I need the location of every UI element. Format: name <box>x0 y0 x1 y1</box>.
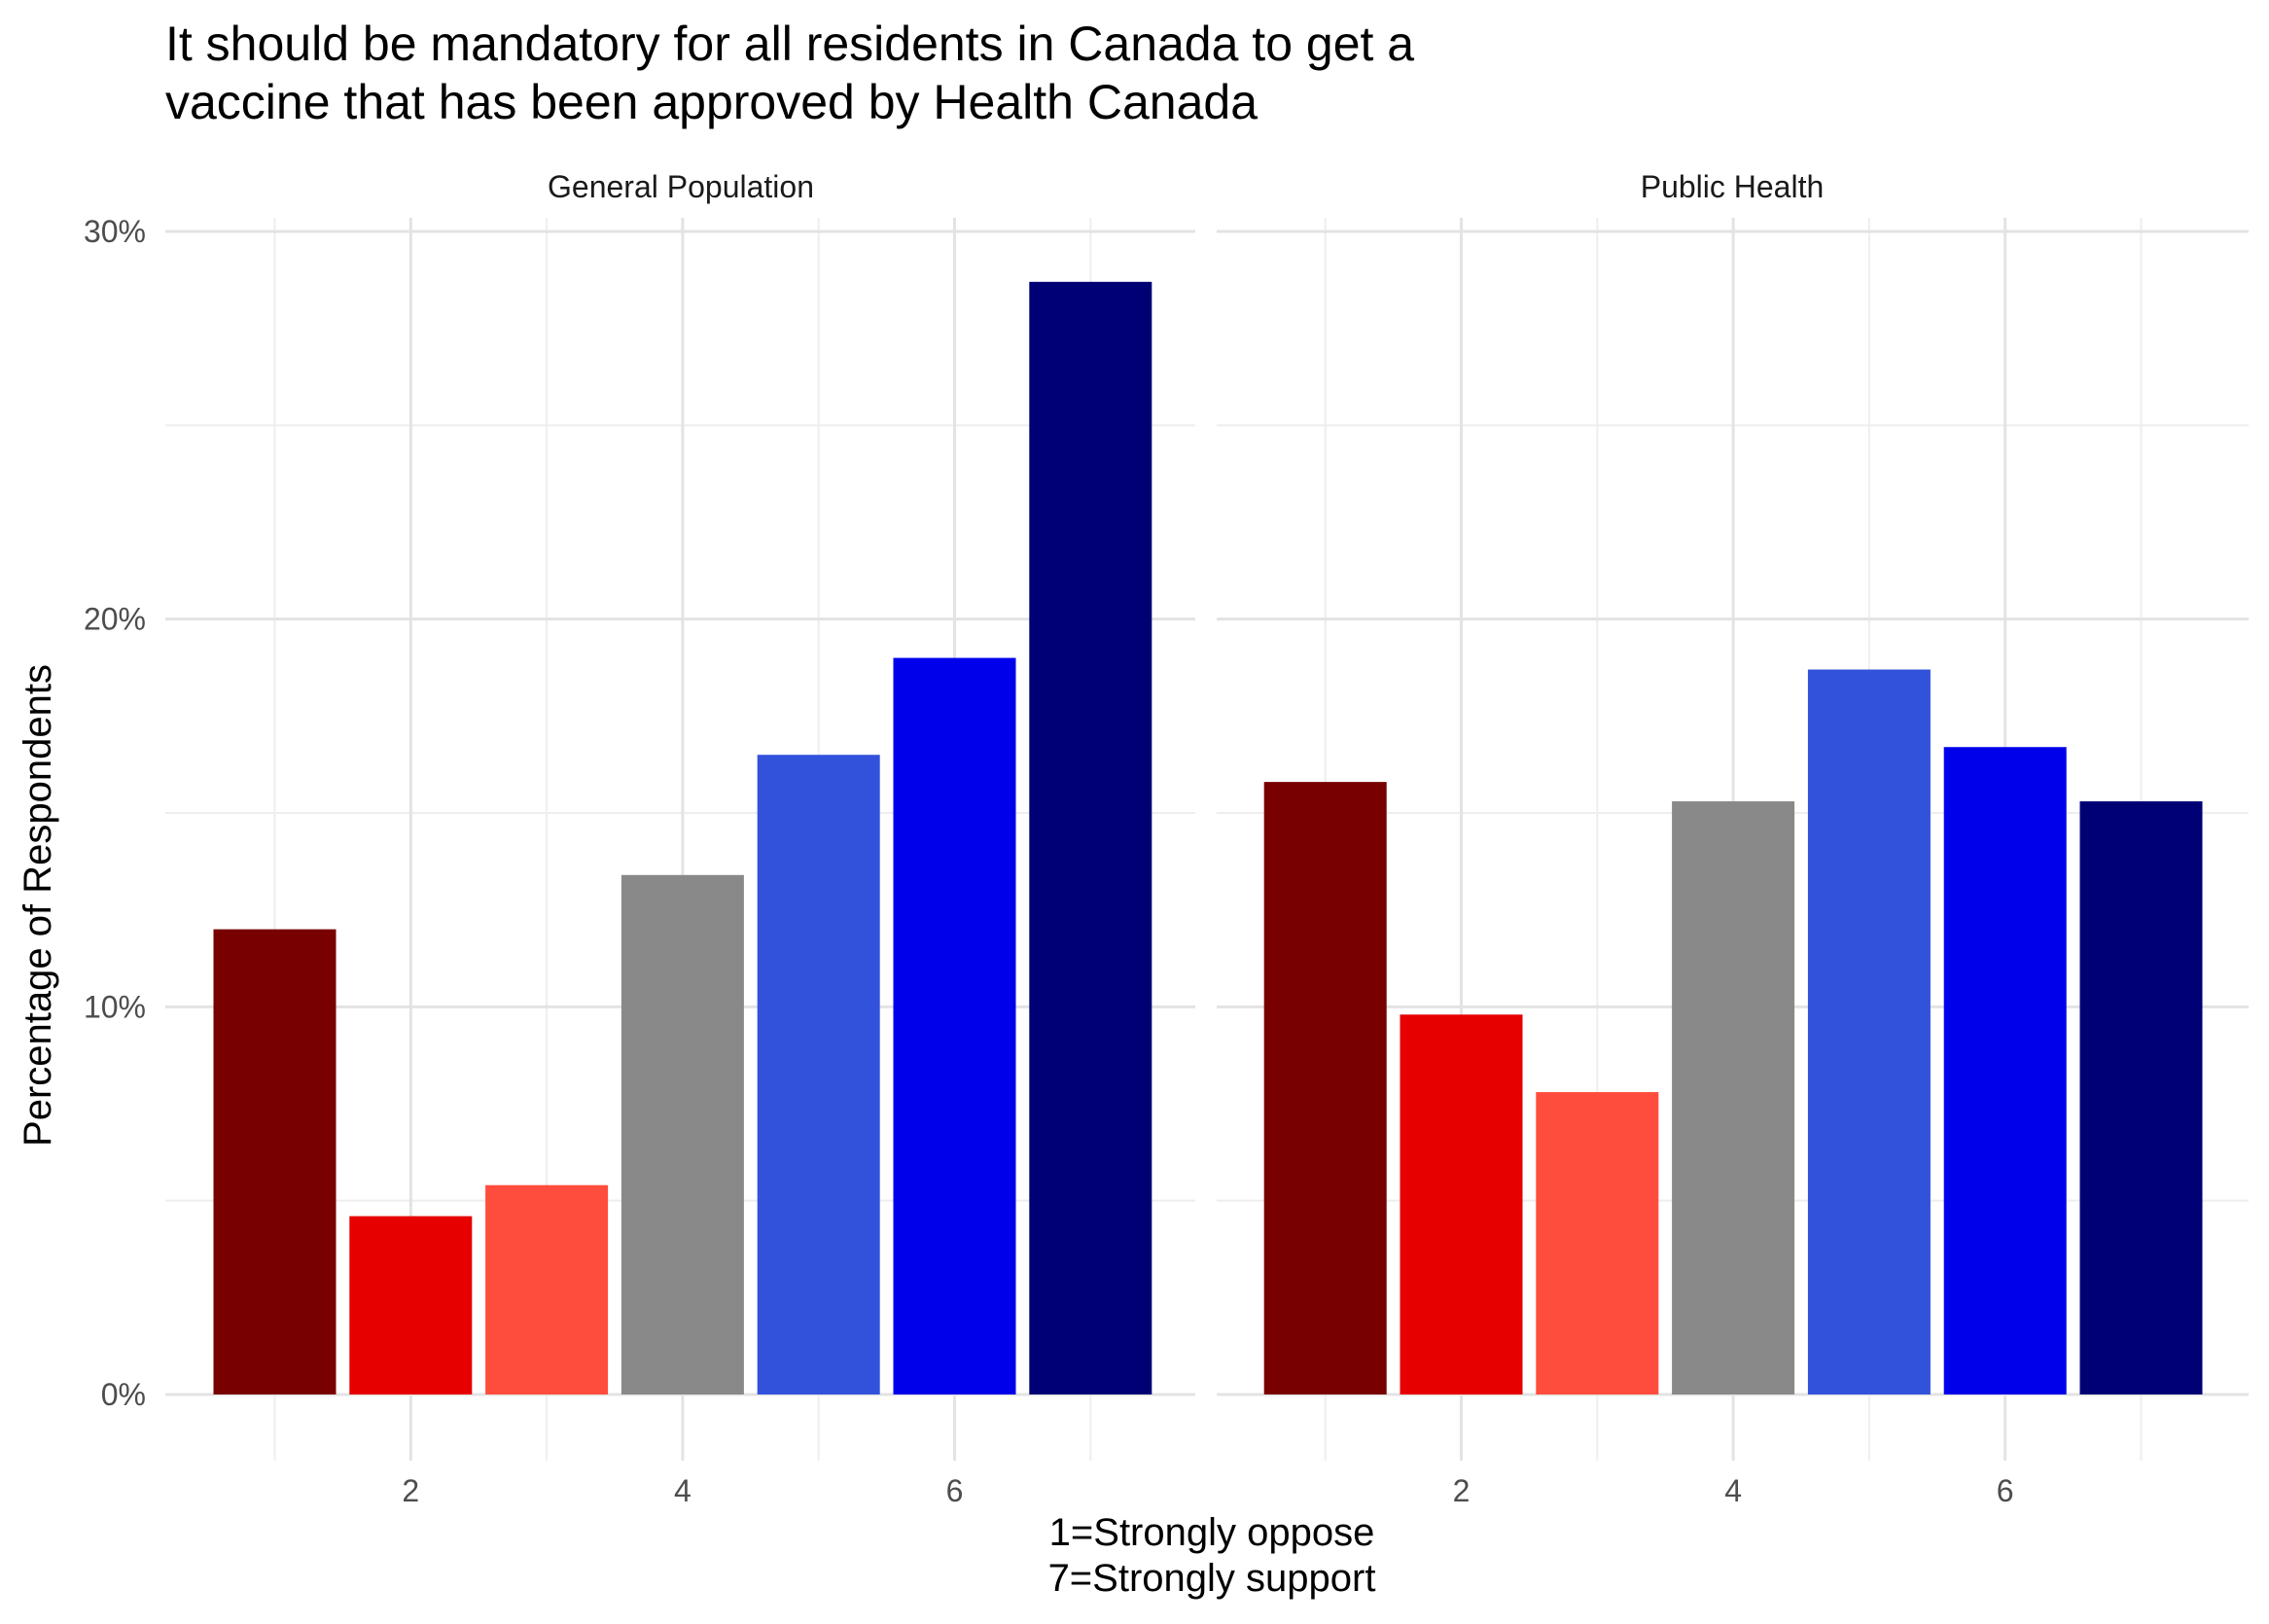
bar-1 <box>213 929 337 1395</box>
panel-public-health: Public Health 2 4 6 <box>1217 169 2249 1508</box>
panel-general-population: General Population 2 4 6 <box>165 169 1195 1508</box>
chart-title-line-1: It should be mandatory for all residents… <box>165 17 1414 71</box>
bar-7 <box>2079 801 2203 1395</box>
x-tick-label: 6 <box>1997 1473 2014 1508</box>
bar-3 <box>485 1184 609 1395</box>
bar-7 <box>1029 281 1152 1395</box>
y-tick-label: 10% <box>84 989 146 1024</box>
chart-title-line-2: vaccine that has been approved by Health… <box>165 75 1258 129</box>
x-tick-label: 2 <box>1453 1473 1471 1508</box>
x-tick-label: 4 <box>1724 1473 1742 1508</box>
bar-5 <box>757 755 880 1395</box>
x-axis-title-line-2: 7=Strongly support <box>1048 1557 1376 1600</box>
bar-2 <box>349 1216 473 1395</box>
y-axis-tick-labels: 0% 10% 20% 30% <box>84 214 146 1412</box>
y-tick-label: 20% <box>84 602 146 637</box>
x-axis-title-line-1: 1=Strongly oppose <box>1049 1511 1375 1554</box>
panel-strip-label: Public Health <box>1641 169 1825 204</box>
bar-1 <box>1263 782 1387 1395</box>
y-tick-label: 0% <box>101 1377 146 1412</box>
bar-3 <box>1536 1092 1659 1395</box>
bar-6 <box>1943 747 2067 1395</box>
y-tick-label: 30% <box>84 214 146 249</box>
panel-strip-label: General Population <box>548 169 814 204</box>
x-tick-label: 4 <box>674 1473 691 1508</box>
bar-4 <box>620 874 744 1395</box>
bar-6 <box>893 657 1016 1395</box>
y-axis-title: Percentage of Respondents <box>17 664 59 1147</box>
x-tick-label: 2 <box>402 1473 419 1508</box>
x-tick-label: 6 <box>946 1473 964 1508</box>
bar-2 <box>1400 1014 1523 1395</box>
bar-4 <box>1672 801 1795 1395</box>
bar-5 <box>1807 669 1931 1395</box>
